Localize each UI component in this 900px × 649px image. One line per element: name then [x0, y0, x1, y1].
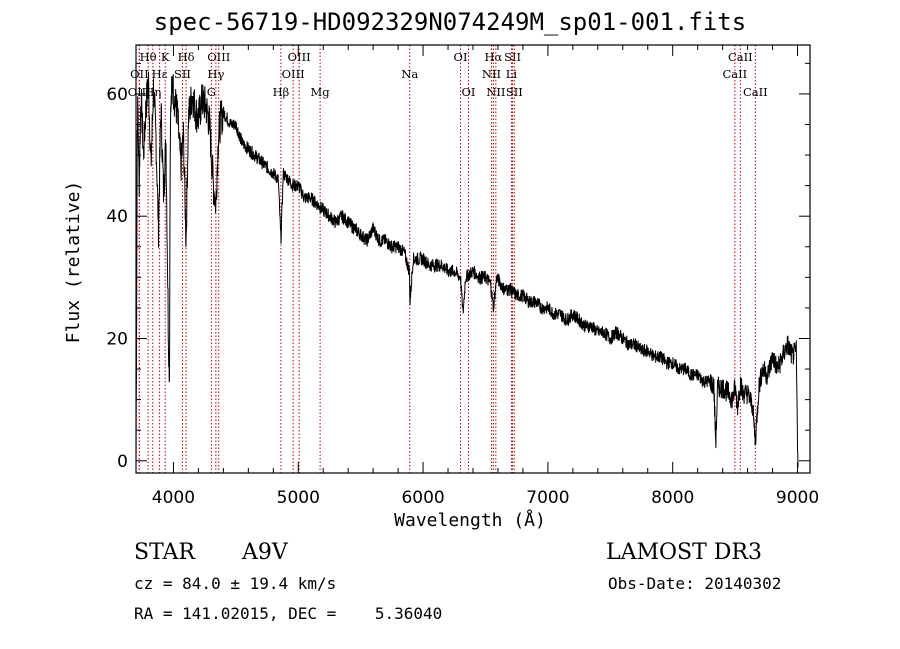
- observation-date: Obs-Date: 20140302: [608, 574, 782, 593]
- line-label-25: SII: [506, 85, 523, 99]
- redshift-cz: cz = 84.0 ± 19.4 km/s: [134, 574, 337, 593]
- line-label-16: Li: [506, 67, 518, 81]
- x-tick-label-9000: 9000: [776, 488, 819, 508]
- line-label-5: OI: [454, 50, 468, 64]
- spectral-subclass: A9V: [242, 540, 288, 565]
- x-tick-label-4000: 4000: [152, 488, 195, 508]
- line-label-26: CaII: [743, 85, 768, 99]
- ra-dec: RA = 141.02015, DEC = 5.36040: [134, 604, 443, 623]
- line-label-21: Hβ: [273, 85, 290, 99]
- line-label-23: OI: [462, 85, 476, 99]
- line-label-8: CaII: [728, 50, 753, 64]
- x-tick-label-5000: 5000: [277, 488, 320, 508]
- line-label-2: Hδ: [178, 50, 195, 64]
- line-label-12: Hγ: [207, 67, 224, 81]
- x-axis-label: Wavelength (Å): [394, 510, 546, 531]
- survey-name: LAMOST DR3: [606, 540, 762, 565]
- plot-frame: [135, 44, 811, 474]
- y-tick-label-20: 20: [106, 329, 128, 349]
- line-label-17: CaII: [722, 67, 747, 81]
- line-label-18: OIII: [128, 85, 151, 99]
- x-tick-label-7000: 7000: [526, 488, 569, 508]
- flux-series-line: [135, 71, 799, 468]
- chart-title: spec-56719-HD092329N074249M_sp01-001.fit…: [153, 8, 747, 36]
- object-class: STAR: [134, 540, 195, 565]
- line-label-14: Na: [401, 67, 418, 81]
- line-label-13: OIII: [282, 67, 305, 81]
- line-label-15: NII: [482, 67, 501, 81]
- y-axis-label: Flux (relative): [63, 180, 84, 344]
- line-label-7: SII: [504, 50, 521, 64]
- line-label-6: Hα: [484, 50, 502, 64]
- y-tick-label-40: 40: [106, 207, 128, 227]
- x-tick-label-8000: 8000: [651, 488, 694, 508]
- line-label-1: K: [161, 50, 170, 64]
- y-tick-label-0: 0: [117, 452, 128, 472]
- line-label-0: Hθ: [140, 50, 157, 64]
- line-label-3: OIII: [207, 50, 230, 64]
- line-label-4: OIII: [288, 50, 311, 64]
- line-label-11: SII: [174, 67, 191, 81]
- line-label-24: NII: [486, 85, 505, 99]
- line-label-22: Mg: [311, 85, 331, 99]
- y-tick-label-60: 60: [106, 85, 128, 105]
- x-tick-label-6000: 6000: [401, 488, 444, 508]
- line-label-10: Hε: [152, 67, 168, 81]
- line-label-20: G: [207, 85, 216, 99]
